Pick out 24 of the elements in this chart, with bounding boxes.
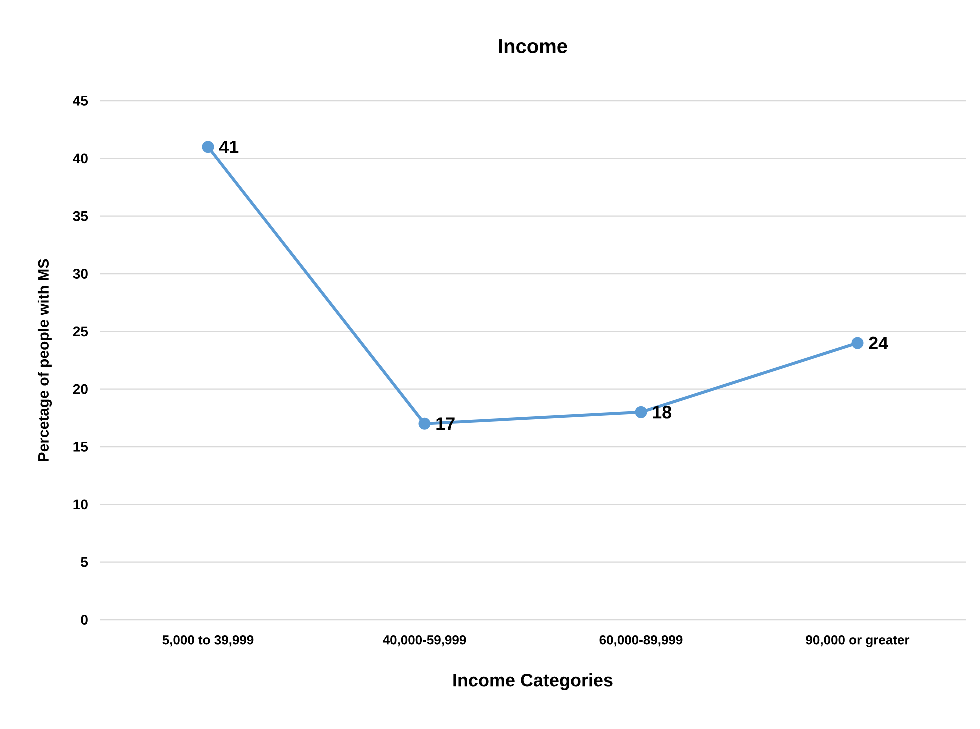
y-tick-label: 0 xyxy=(81,615,88,625)
y-tick-label: 45 xyxy=(73,96,88,106)
x-tick-label: 5,000 to 39,999 xyxy=(162,636,254,647)
y-tick-label: 10 xyxy=(74,500,88,510)
y-tick-label: 25 xyxy=(73,326,88,337)
data-label: 24 xyxy=(869,336,889,350)
data-label: 41 xyxy=(219,140,239,154)
point xyxy=(852,337,864,350)
point xyxy=(635,406,648,418)
x-tick-label: 90,000 or greater xyxy=(806,636,910,648)
chart-title: Income xyxy=(499,40,568,54)
x-tick-label: 40,000-59,999 xyxy=(383,636,466,647)
y-tick-label: 15 xyxy=(74,442,88,452)
y-tick-label: 35 xyxy=(73,211,88,222)
y-tick-label: 40 xyxy=(73,154,88,164)
point xyxy=(418,418,431,430)
point xyxy=(202,141,214,154)
y-axis-title: Percetage of people with MS xyxy=(38,259,52,462)
y-tick-label: 20 xyxy=(73,384,88,394)
y-tick-label: 5 xyxy=(81,557,88,568)
x-tick-label: 60,000-89,999 xyxy=(600,636,683,647)
data-label: 18 xyxy=(653,406,672,419)
y-tick-label: 30 xyxy=(73,269,88,279)
x-axis-title: Income Categories xyxy=(454,674,613,690)
